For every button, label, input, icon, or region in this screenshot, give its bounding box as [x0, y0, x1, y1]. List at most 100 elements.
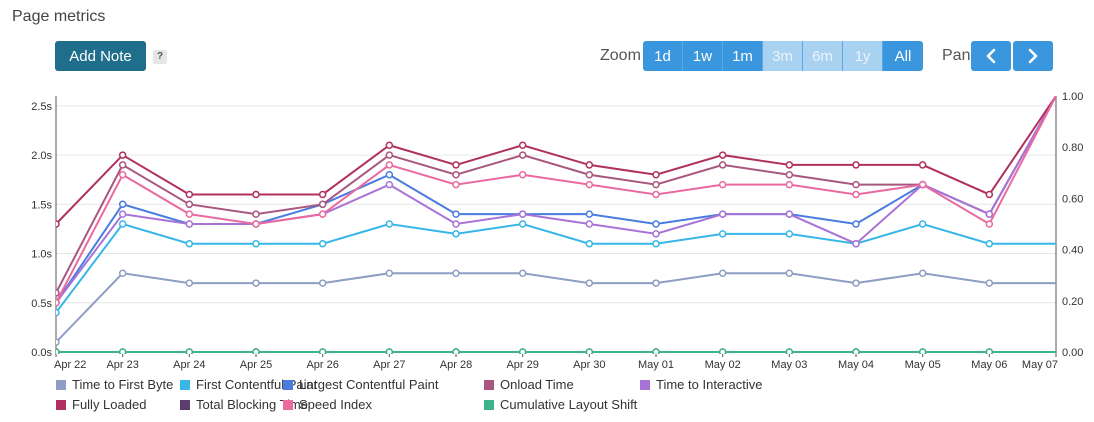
- data-point-cumulative-layout-shift[interactable]: [852, 348, 860, 355]
- legend-item-largest-contentful-paint[interactable]: Largest Contentful Paint: [283, 377, 438, 392]
- data-point-onload-time[interactable]: [452, 171, 460, 179]
- data-point-time-to-interactive[interactable]: [985, 210, 994, 218]
- data-point-speed-index[interactable]: [585, 180, 594, 189]
- data-point-cumulative-layout-shift[interactable]: [785, 348, 794, 355]
- data-point-onload-time[interactable]: [518, 151, 527, 159]
- data-point-largest-contentful-paint[interactable]: [452, 210, 460, 218]
- data-point-fully-loaded[interactable]: [585, 161, 594, 169]
- data-point-onload-time[interactable]: [185, 200, 194, 209]
- data-point-time-to-interactive[interactable]: [518, 210, 527, 218]
- data-point-time-to-first-byte[interactable]: [452, 269, 460, 277]
- help-icon[interactable]: ?: [153, 50, 167, 64]
- data-point-time-to-first-byte[interactable]: [318, 279, 327, 287]
- data-point-first-contentful-paint[interactable]: [652, 239, 660, 248]
- data-point-first-contentful-paint[interactable]: [185, 239, 194, 248]
- data-point-first-contentful-paint[interactable]: [53, 308, 60, 317]
- data-point-largest-contentful-paint[interactable]: [652, 220, 660, 228]
- data-point-cumulative-layout-shift[interactable]: [318, 348, 327, 355]
- data-point-largest-contentful-paint[interactable]: [385, 171, 394, 179]
- data-point-onload-time[interactable]: [852, 180, 860, 189]
- data-point-first-contentful-paint[interactable]: [985, 239, 994, 248]
- data-point-time-to-interactive[interactable]: [718, 210, 727, 218]
- data-point-cumulative-layout-shift[interactable]: [385, 348, 394, 355]
- legend-item-cumulative-layout-shift[interactable]: Cumulative Layout Shift: [484, 397, 637, 412]
- data-point-first-contentful-paint[interactable]: [385, 220, 394, 228]
- pan-left-button[interactable]: [971, 41, 1011, 71]
- data-point-speed-index[interactable]: [252, 220, 260, 228]
- data-point-time-to-first-byte[interactable]: [852, 279, 860, 287]
- data-point-time-to-interactive[interactable]: [785, 210, 794, 218]
- data-point-largest-contentful-paint[interactable]: [852, 220, 860, 228]
- data-point-time-to-first-byte[interactable]: [118, 269, 127, 277]
- data-point-first-contentful-paint[interactable]: [718, 230, 727, 238]
- data-point-cumulative-layout-shift[interactable]: [718, 348, 727, 355]
- data-point-cumulative-layout-shift[interactable]: [585, 348, 594, 355]
- data-point-time-to-interactive[interactable]: [652, 230, 660, 238]
- data-point-first-contentful-paint[interactable]: [518, 220, 527, 228]
- data-point-cumulative-layout-shift[interactable]: [518, 348, 527, 355]
- data-point-first-contentful-paint[interactable]: [318, 239, 327, 248]
- data-point-speed-index[interactable]: [852, 190, 860, 199]
- data-point-cumulative-layout-shift[interactable]: [918, 348, 927, 355]
- legend-item-time-to-first-byte[interactable]: Time to First Byte: [56, 377, 173, 392]
- data-point-speed-index[interactable]: [452, 180, 460, 189]
- data-point-onload-time[interactable]: [53, 289, 60, 297]
- data-point-speed-index[interactable]: [652, 190, 660, 199]
- data-point-speed-index[interactable]: [185, 210, 194, 218]
- data-point-cumulative-layout-shift[interactable]: [252, 348, 260, 355]
- data-point-speed-index[interactable]: [318, 210, 327, 218]
- data-point-speed-index[interactable]: [385, 161, 394, 169]
- data-point-fully-loaded[interactable]: [985, 190, 994, 199]
- data-point-time-to-interactive[interactable]: [385, 180, 394, 189]
- data-point-time-to-first-byte[interactable]: [385, 269, 394, 277]
- data-point-speed-index[interactable]: [718, 180, 727, 189]
- data-point-time-to-interactive[interactable]: [185, 220, 194, 228]
- data-point-fully-loaded[interactable]: [852, 161, 860, 169]
- legend-item-total-blocking-time[interactable]: Total Blocking Time: [180, 397, 308, 412]
- data-point-time-to-interactive[interactable]: [452, 220, 460, 228]
- data-point-fully-loaded[interactable]: [652, 171, 660, 179]
- data-point-fully-loaded[interactable]: [318, 190, 327, 199]
- zoom-all-button[interactable]: All: [883, 41, 923, 71]
- data-point-time-to-interactive[interactable]: [118, 210, 127, 218]
- zoom-1d-button[interactable]: 1d: [643, 41, 683, 71]
- legend-item-speed-index[interactable]: Speed Index: [283, 397, 372, 412]
- data-point-fully-loaded[interactable]: [785, 161, 794, 169]
- data-point-time-to-interactive[interactable]: [852, 239, 860, 248]
- data-point-first-contentful-paint[interactable]: [585, 239, 594, 248]
- data-point-first-contentful-paint[interactable]: [918, 220, 927, 228]
- data-point-fully-loaded[interactable]: [518, 141, 527, 149]
- data-point-fully-loaded[interactable]: [918, 161, 927, 169]
- data-point-onload-time[interactable]: [318, 200, 327, 209]
- data-point-time-to-first-byte[interactable]: [185, 279, 194, 287]
- data-point-time-to-first-byte[interactable]: [785, 269, 794, 277]
- data-point-largest-contentful-paint[interactable]: [585, 210, 594, 218]
- data-point-fully-loaded[interactable]: [118, 151, 127, 159]
- data-point-speed-index[interactable]: [918, 180, 927, 189]
- data-point-time-to-first-byte[interactable]: [718, 269, 727, 277]
- data-point-fully-loaded[interactable]: [252, 190, 260, 199]
- data-point-cumulative-layout-shift[interactable]: [185, 348, 194, 355]
- zoom-1w-button[interactable]: 1w: [683, 41, 723, 71]
- pan-right-button[interactable]: [1013, 41, 1053, 71]
- data-point-onload-time[interactable]: [252, 210, 260, 218]
- data-point-speed-index[interactable]: [53, 299, 60, 307]
- data-point-onload-time[interactable]: [118, 161, 127, 169]
- add-note-button[interactable]: Add Note: [55, 41, 146, 71]
- data-point-speed-index[interactable]: [985, 220, 994, 228]
- data-point-onload-time[interactable]: [385, 151, 394, 159]
- data-point-time-to-first-byte[interactable]: [918, 269, 927, 277]
- data-point-speed-index[interactable]: [785, 180, 794, 189]
- data-point-time-to-first-byte[interactable]: [652, 279, 660, 287]
- data-point-cumulative-layout-shift[interactable]: [452, 348, 460, 355]
- data-point-speed-index[interactable]: [118, 171, 127, 179]
- data-point-first-contentful-paint[interactable]: [785, 230, 794, 238]
- data-point-cumulative-layout-shift[interactable]: [118, 348, 127, 355]
- data-point-first-contentful-paint[interactable]: [452, 230, 460, 238]
- data-point-first-contentful-paint[interactable]: [252, 239, 260, 248]
- data-point-onload-time[interactable]: [585, 171, 594, 179]
- data-point-largest-contentful-paint[interactable]: [118, 200, 127, 209]
- data-point-time-to-first-byte[interactable]: [985, 279, 994, 287]
- data-point-time-to-first-byte[interactable]: [252, 279, 260, 287]
- data-point-cumulative-layout-shift[interactable]: [985, 348, 994, 355]
